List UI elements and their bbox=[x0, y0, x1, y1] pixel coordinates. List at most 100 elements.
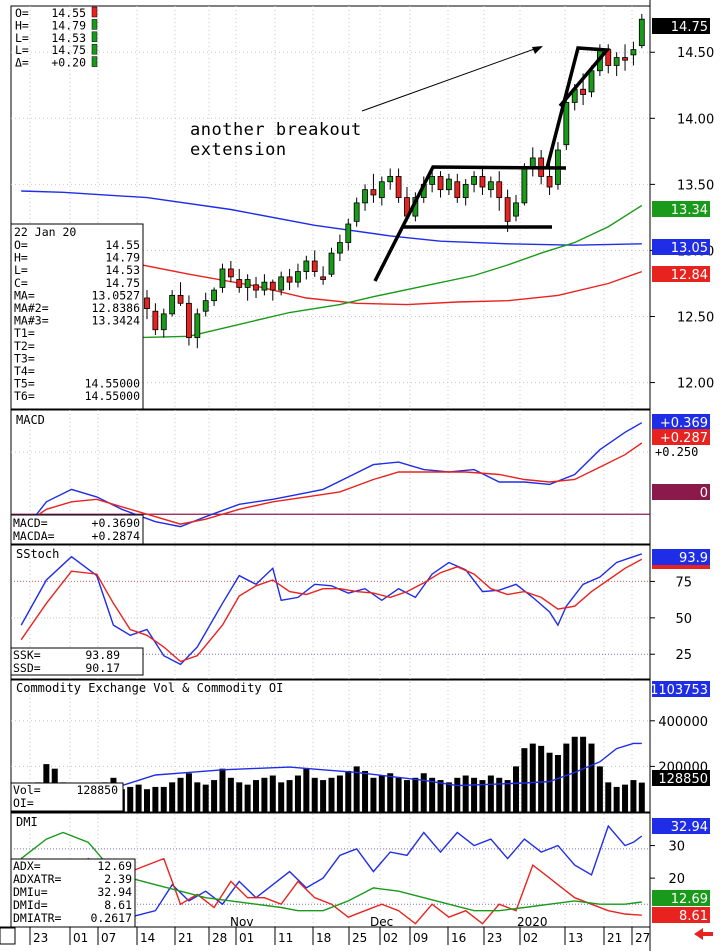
candle bbox=[303, 255, 310, 280]
data-window-value: 14.75 bbox=[105, 276, 140, 290]
candle-body bbox=[437, 176, 444, 191]
candle-body bbox=[345, 223, 352, 243]
value-tag-text: 93.9 bbox=[679, 551, 708, 566]
candle-body bbox=[286, 276, 293, 283]
volume-bar bbox=[513, 766, 520, 812]
data-window-box: 22 Jan 20O= 14.55 H= 14.79 L= 14.53 C= 14.75 MA=… bbox=[10, 223, 144, 410]
candle-body bbox=[269, 281, 276, 291]
ohlc-color-swatch bbox=[91, 31, 98, 43]
candle bbox=[387, 168, 394, 190]
sstoch-value: 93.89 bbox=[85, 648, 120, 662]
candle bbox=[437, 171, 444, 198]
ohlc-label: H= bbox=[15, 18, 29, 32]
candle-body bbox=[630, 49, 637, 56]
macd-series-line bbox=[20, 422, 643, 535]
candle-body bbox=[462, 183, 469, 198]
volume-bar bbox=[588, 743, 595, 812]
volume-values-frame bbox=[10, 782, 124, 812]
candle bbox=[202, 292, 209, 317]
candle-body bbox=[320, 276, 327, 280]
volume-bar bbox=[152, 786, 159, 812]
x-tick-label: 02 bbox=[523, 931, 538, 945]
data-window-frame bbox=[10, 223, 144, 410]
value-tag-text: 12.84 bbox=[671, 268, 708, 283]
volume-bar bbox=[169, 782, 176, 812]
volume-bar bbox=[278, 782, 285, 812]
sstoch-red-tag bbox=[652, 565, 710, 569]
volume-bar bbox=[571, 736, 578, 812]
candle bbox=[194, 308, 201, 349]
data-window-value: 14.55000 bbox=[85, 389, 140, 403]
volume-bar bbox=[487, 775, 494, 812]
volume-bar bbox=[420, 773, 427, 812]
candle-body bbox=[194, 313, 201, 339]
data-window-label: MA= bbox=[14, 288, 35, 302]
dmi-value: 12.69 bbox=[97, 859, 132, 873]
value-tag-text: +0.287 bbox=[660, 431, 708, 446]
volume-bar bbox=[236, 782, 243, 812]
candle-body bbox=[622, 57, 628, 61]
candle-body bbox=[471, 176, 477, 185]
volume-bar bbox=[286, 780, 293, 812]
ohlc-value: 14.75 bbox=[51, 43, 86, 57]
candle bbox=[446, 173, 452, 195]
value-tag-bg bbox=[652, 484, 710, 500]
candle bbox=[320, 266, 327, 285]
x-tick-label: 13 bbox=[568, 931, 583, 945]
volume-bar bbox=[429, 777, 436, 812]
macd-label: MACDA= bbox=[13, 529, 55, 543]
macd-label: MACD= bbox=[13, 516, 48, 530]
data-window-value: 14.55 bbox=[105, 238, 140, 252]
indicator-lines bbox=[11, 190, 650, 925]
volume-bar bbox=[412, 777, 419, 812]
volume-bar bbox=[345, 770, 352, 812]
candle bbox=[177, 282, 184, 306]
candle-body bbox=[588, 70, 595, 93]
month-label: Nov bbox=[230, 915, 253, 929]
volume-tick-label: 200000 bbox=[658, 760, 708, 775]
x-tick-label: 01 bbox=[239, 931, 254, 945]
candle bbox=[613, 52, 620, 77]
value-tag: 32.94 bbox=[652, 818, 710, 835]
ohlc-summary-box: O= 14.55 H= 14.79 L= 14.53 L= 14.75 Δ= +0.20 bbox=[15, 6, 98, 70]
sstoch-label: SSD= bbox=[13, 661, 41, 675]
volume-bar bbox=[303, 768, 310, 812]
volume-bar bbox=[143, 789, 150, 812]
candle bbox=[395, 168, 402, 203]
candle-body bbox=[479, 176, 486, 188]
candle bbox=[362, 184, 368, 211]
macd-values-frame bbox=[10, 514, 144, 545]
candle-body bbox=[227, 268, 234, 278]
corner-box[interactable] bbox=[0, 927, 16, 945]
volume-bar bbox=[479, 780, 486, 812]
volume-bar bbox=[529, 743, 536, 812]
candle-body bbox=[638, 18, 645, 47]
x-tick-label: 28 bbox=[212, 931, 227, 945]
value-tag-text: 8.61 bbox=[679, 909, 708, 924]
candle bbox=[638, 13, 645, 49]
value-tag-text: 13.05 bbox=[671, 241, 708, 256]
x-tick-label: 21 bbox=[607, 931, 622, 945]
candle bbox=[211, 287, 217, 306]
candle-body bbox=[328, 252, 335, 275]
volume-bar bbox=[320, 780, 327, 812]
value-tag: 0 bbox=[652, 484, 710, 501]
candle bbox=[160, 308, 167, 338]
candle bbox=[471, 171, 477, 193]
volume-bar bbox=[202, 784, 209, 812]
candle-body bbox=[295, 271, 301, 283]
dmi-values-frame bbox=[10, 858, 136, 928]
data-window-value: 13.0527 bbox=[92, 288, 141, 302]
volume-bar bbox=[395, 777, 402, 812]
annotation-arrow bbox=[361, 46, 541, 112]
nav-arrow-icon[interactable] bbox=[694, 928, 713, 940]
value-tag: 128850 bbox=[652, 770, 710, 787]
x-tick-label: 09 bbox=[413, 931, 428, 945]
candle-body bbox=[219, 268, 226, 288]
volume-bar bbox=[194, 782, 201, 812]
ohlc-color-swatch bbox=[91, 19, 98, 30]
dmi-series-line bbox=[20, 824, 643, 925]
volume-bar bbox=[538, 745, 545, 812]
value-tag-bg bbox=[652, 681, 710, 697]
volume-bar bbox=[437, 780, 444, 812]
